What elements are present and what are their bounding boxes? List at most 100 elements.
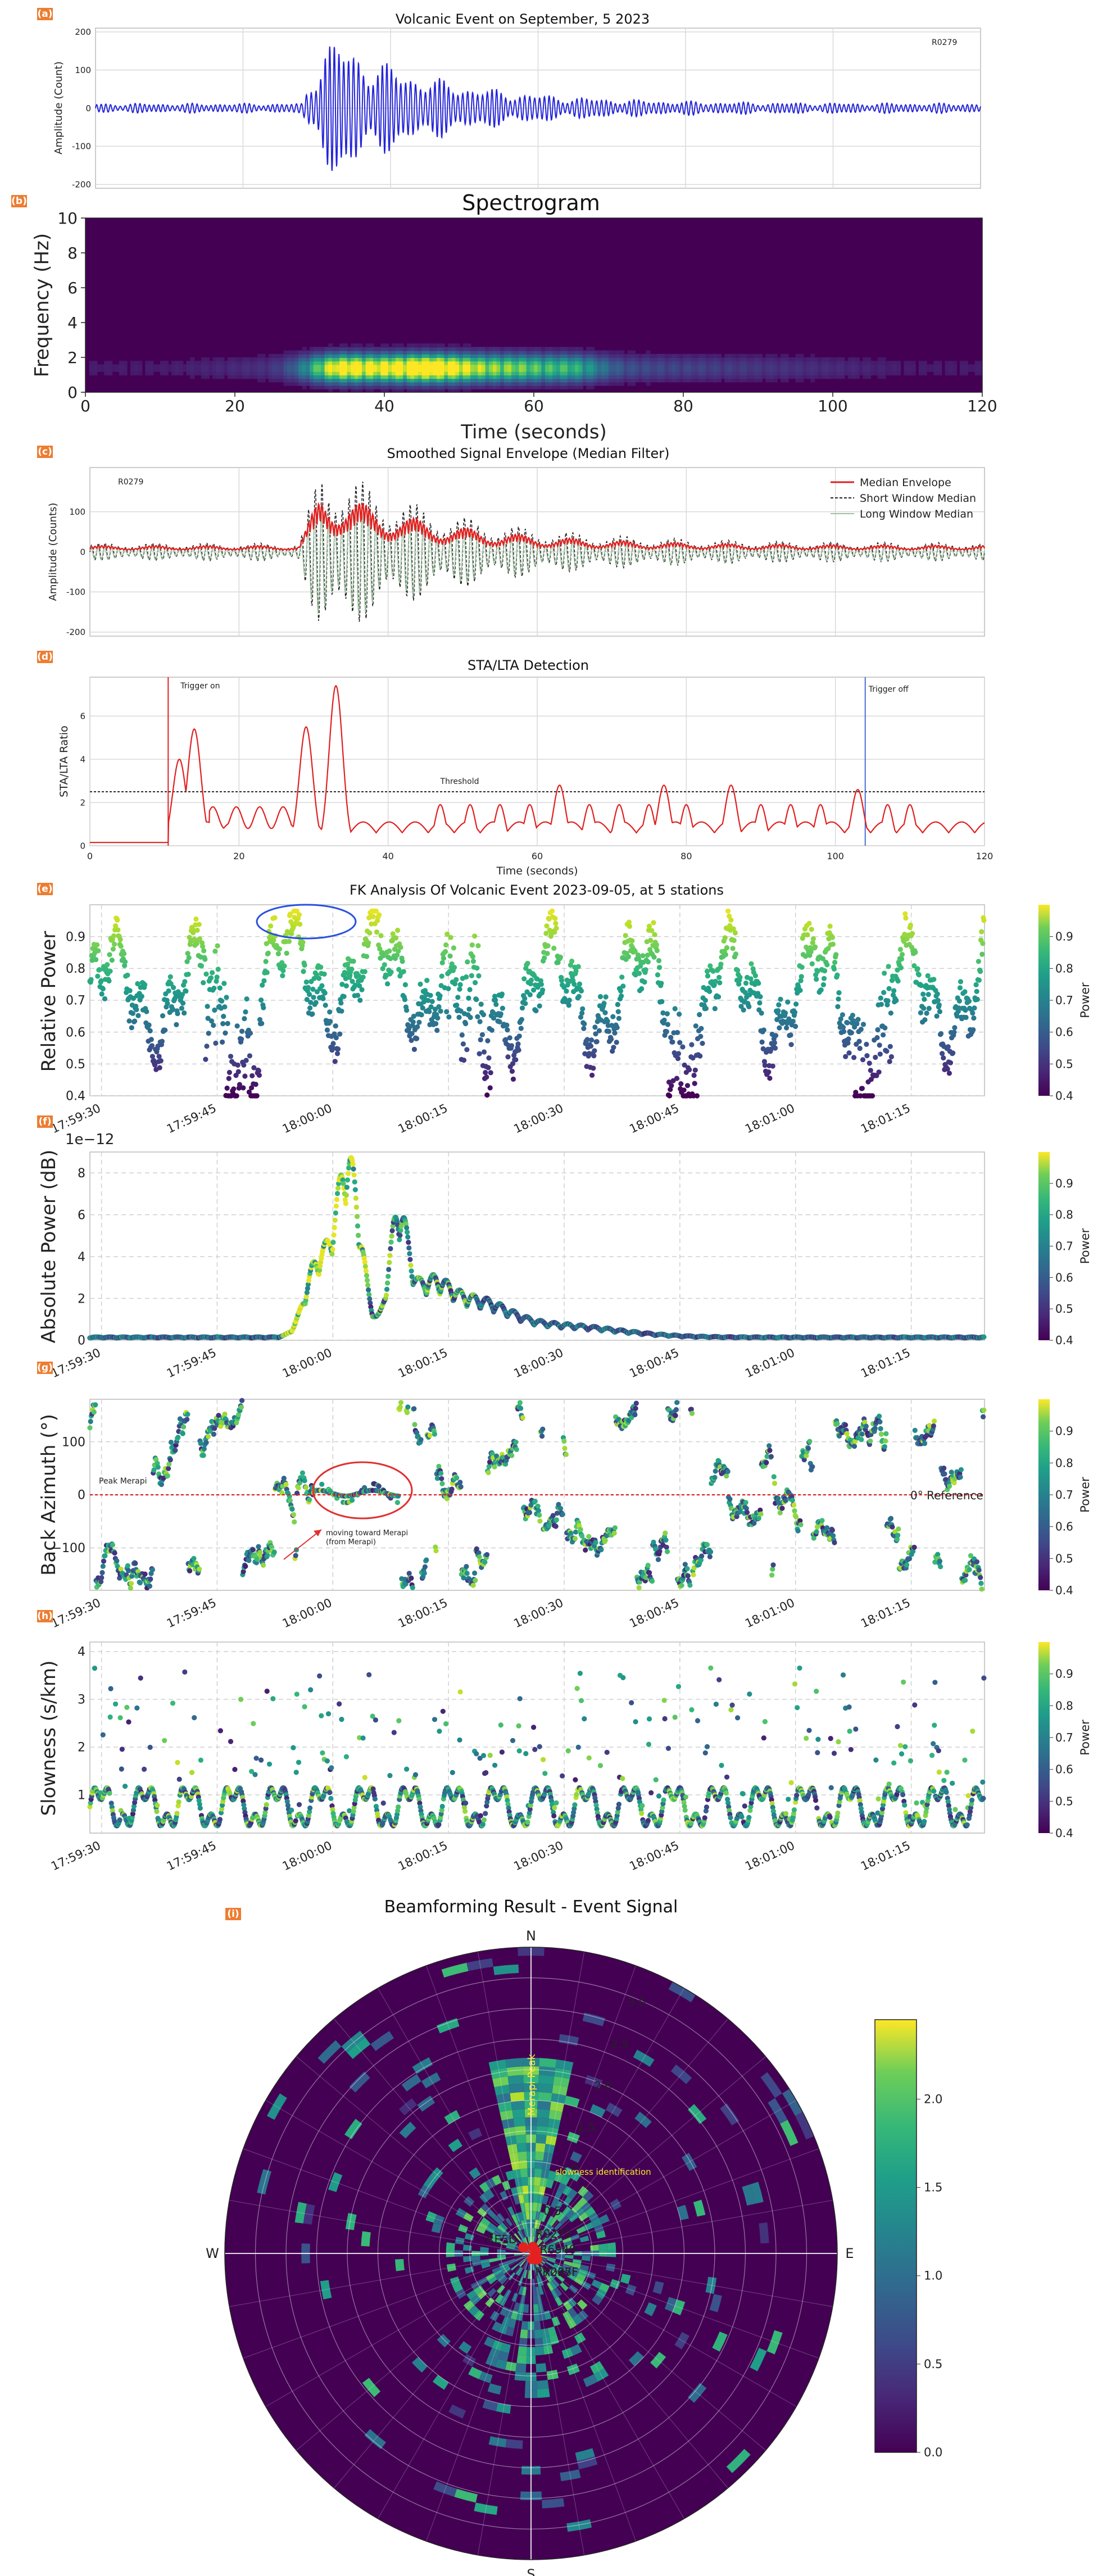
spectrogram-cell xyxy=(448,347,453,351)
spectrogram-cell xyxy=(743,371,748,375)
data-point xyxy=(731,937,737,944)
spectrogram-cell xyxy=(802,371,807,375)
x-tick-label: 18:01:15 xyxy=(859,1346,913,1381)
spectrogram-cell xyxy=(462,371,468,375)
spectrogram-cell xyxy=(630,364,636,369)
spectrogram-cell xyxy=(481,357,487,362)
spectrogram-cell xyxy=(298,364,303,369)
colorbar-tick-label: 0.6 xyxy=(1055,1026,1073,1039)
spectrogram-cell xyxy=(437,378,442,383)
spectrogram-cell xyxy=(713,375,718,379)
spectrogram-cell xyxy=(526,361,531,365)
spectrogram-cell xyxy=(822,368,827,372)
spectrogram-cell xyxy=(485,364,490,369)
spectrogram-cell xyxy=(257,378,262,383)
data-point xyxy=(416,1019,422,1025)
spectrogram-cell xyxy=(171,364,176,369)
data-point xyxy=(680,1044,686,1050)
spectrogram-cell xyxy=(481,368,487,372)
spectrogram-cell xyxy=(310,385,315,389)
spectrogram-cell xyxy=(507,375,512,379)
y-tick-label: 4 xyxy=(80,754,85,764)
y-tick-label: -100 xyxy=(66,587,85,597)
spectrogram-cell xyxy=(851,361,856,365)
spectrogram-cell xyxy=(609,375,614,379)
data-point xyxy=(810,940,815,946)
data-point xyxy=(390,931,396,937)
spectrogram-cell xyxy=(433,353,438,358)
data-point xyxy=(591,1053,597,1059)
panel-f-plot-area xyxy=(89,1151,985,1341)
spectrogram-cell xyxy=(560,371,565,375)
spectrogram-cell xyxy=(627,368,632,372)
colorbar-tick-label: 0.9 xyxy=(1055,930,1073,944)
spectrogram-cell xyxy=(294,371,300,375)
spectrogram-cell xyxy=(399,382,404,386)
spectrogram-cell xyxy=(403,357,408,362)
data-point xyxy=(374,929,380,935)
spectrogram-cell xyxy=(732,353,737,358)
data-point xyxy=(705,973,711,979)
data-point xyxy=(946,1071,952,1076)
spectrogram-cell xyxy=(156,364,161,369)
data-point xyxy=(687,1067,692,1073)
spectrogram-cell xyxy=(302,361,307,365)
spectrogram-cell xyxy=(369,364,374,369)
data-point xyxy=(444,1009,450,1014)
spectrogram-cell xyxy=(100,364,105,369)
spectrogram-cell xyxy=(672,375,677,379)
spectrogram-cell xyxy=(459,347,464,351)
spectrogram-cell xyxy=(373,371,378,375)
spectrogram-cell xyxy=(351,385,356,389)
spectrogram-cell xyxy=(362,385,367,389)
data-point xyxy=(772,1040,777,1046)
spectrogram-cell xyxy=(261,361,266,365)
spectrogram-cell xyxy=(451,353,456,358)
data-point xyxy=(722,935,728,941)
trigger-off-label: Trigger off xyxy=(868,685,909,694)
data-point xyxy=(952,1025,958,1031)
data-point xyxy=(302,962,307,968)
spectrogram-cell xyxy=(967,368,972,372)
spectrogram-cell xyxy=(739,368,744,372)
spectrogram-cell xyxy=(380,350,385,355)
y-tick-label: 8 xyxy=(78,1167,85,1181)
spectrogram-cell xyxy=(791,375,796,379)
x-tick-label: 40 xyxy=(382,851,393,861)
spectrogram-cell xyxy=(462,385,468,389)
spectrogram-cell xyxy=(877,371,882,375)
spectrogram-cell xyxy=(634,378,639,383)
spectrogram-cell xyxy=(503,361,509,365)
data-point xyxy=(142,982,148,987)
data-point xyxy=(202,956,208,962)
spectrogram-cell xyxy=(586,378,591,383)
spectrogram-cell xyxy=(320,350,326,355)
spectrogram-cell xyxy=(369,361,374,365)
spectrogram-cell xyxy=(107,364,113,369)
data-point xyxy=(226,1076,232,1081)
data-point xyxy=(159,1038,165,1044)
spectrogram-cell xyxy=(810,353,815,358)
data-point xyxy=(922,996,927,1002)
spectrogram-cell xyxy=(769,361,774,365)
data-point xyxy=(945,1044,951,1050)
spectrogram-cell xyxy=(960,371,965,375)
spectrogram-cell xyxy=(369,378,374,383)
spectrogram-cell xyxy=(908,368,913,372)
data-point xyxy=(319,983,325,988)
spectrogram-cell xyxy=(825,364,830,369)
spectrogram-cell xyxy=(365,353,370,358)
spectrogram-cell xyxy=(478,382,483,386)
spectrogram-cell xyxy=(545,357,550,362)
spectrogram-cell xyxy=(765,361,770,365)
spectrogram-cell xyxy=(646,350,651,355)
data-point xyxy=(323,1003,328,1008)
spectrogram-cell xyxy=(328,364,333,369)
spectrogram-cell xyxy=(302,350,307,355)
data-point xyxy=(436,1004,442,1010)
spectrogram-cell xyxy=(780,371,786,375)
spectrogram-cell xyxy=(709,378,714,383)
data-point xyxy=(850,1018,856,1023)
spectrogram-cell xyxy=(418,368,423,372)
